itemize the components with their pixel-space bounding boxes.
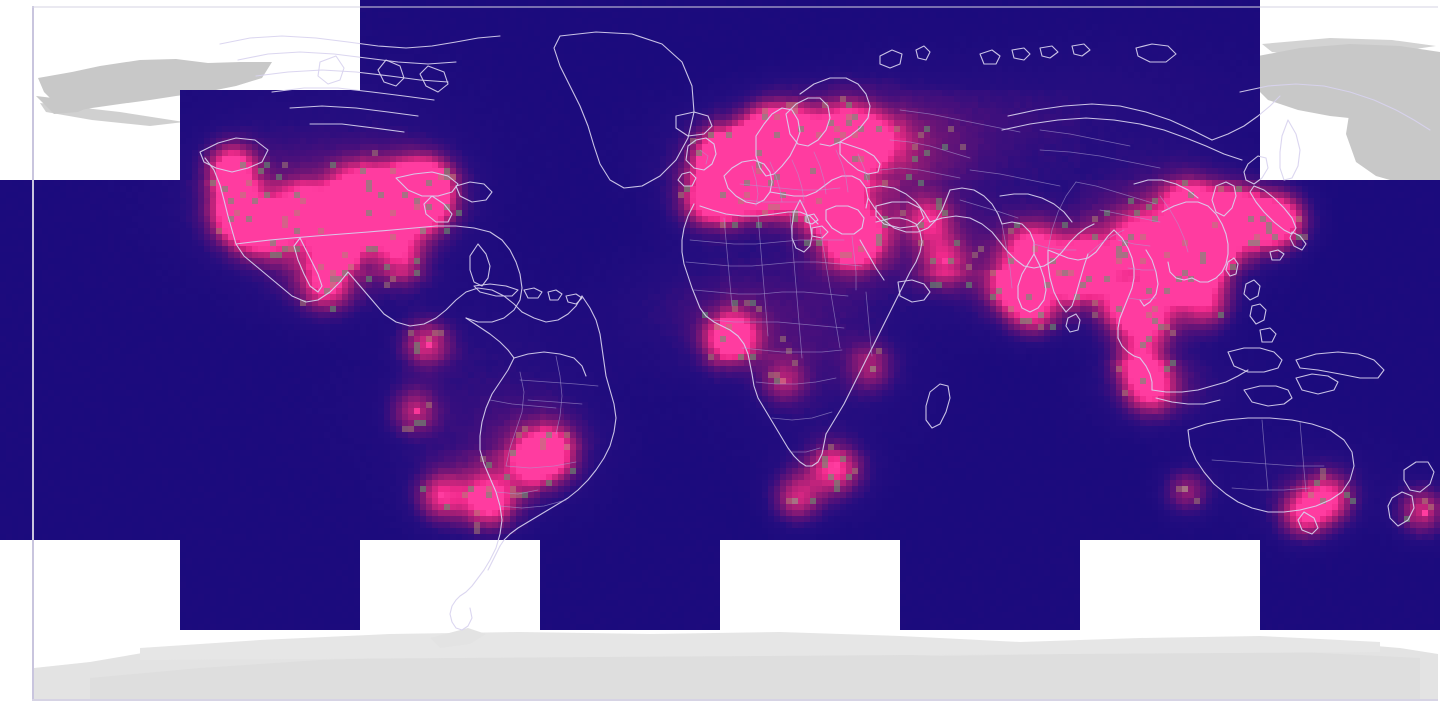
heat-tile [540, 360, 720, 450]
heat-tile [900, 360, 1080, 450]
heat-tile [1260, 360, 1440, 450]
heat-tile [0, 270, 180, 360]
heat-tile [720, 0, 900, 90]
heat-tile [720, 180, 900, 270]
heat-tile [900, 270, 1080, 360]
heat-tile [1080, 180, 1260, 270]
heat-tile [900, 450, 1080, 540]
heat-tile [540, 90, 720, 180]
heat-tile [1260, 180, 1440, 270]
heat-tile [0, 450, 180, 540]
heat-tile [180, 450, 360, 540]
heat-tile [360, 270, 540, 360]
heat-tile [900, 180, 1080, 270]
heat-tile [360, 180, 540, 270]
map-frame-left [32, 6, 34, 700]
heat-tile [900, 540, 1080, 630]
heat-tile [360, 360, 540, 450]
map-frame-top [32, 6, 1438, 8]
heat-tile [540, 0, 720, 90]
heat-tile [540, 450, 720, 540]
heat-tile [720, 360, 900, 450]
heat-tile [180, 270, 360, 360]
heat-tile [720, 90, 900, 180]
heat-tile [1080, 360, 1260, 450]
heat-tile [720, 270, 900, 360]
heat-tile [180, 360, 360, 450]
heat-tile [540, 540, 720, 630]
heat-tile [900, 90, 1080, 180]
heat-tile [1080, 90, 1260, 180]
heat-tile [1080, 0, 1260, 90]
heat-tile [180, 540, 360, 630]
heat-tile [540, 180, 720, 270]
heat-tile [0, 180, 180, 270]
heat-tile [720, 450, 900, 540]
heat-tile [1080, 270, 1260, 360]
heat-tile [1080, 450, 1260, 540]
heat-tile [540, 270, 720, 360]
heat-tile [1260, 270, 1440, 360]
heat-tile [1260, 450, 1440, 540]
map-frame-bottom [32, 699, 1438, 701]
heat-tile [1260, 540, 1440, 630]
heat-tile [360, 450, 540, 540]
heat-tile [180, 180, 360, 270]
heat-tile [360, 90, 540, 180]
heat-tile [360, 0, 540, 90]
heat-tile [180, 90, 360, 180]
heat-tile [0, 360, 180, 450]
heat-tile [900, 0, 1080, 90]
